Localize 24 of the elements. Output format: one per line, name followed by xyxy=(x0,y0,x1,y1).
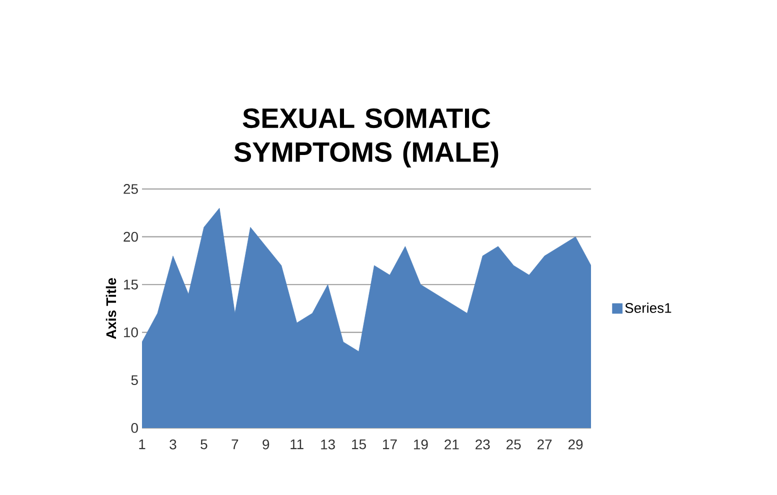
x-tick-label: 29 xyxy=(568,439,583,450)
x-tick-label: 13 xyxy=(321,439,335,450)
y-tick-label: 15 xyxy=(124,280,138,290)
chart-title: SEXUAL SOMATIC SYMPTOMS (MALE) xyxy=(234,108,498,168)
y-tick-label: 5 xyxy=(131,375,138,386)
legend-label: Series1 xyxy=(625,302,672,313)
y-tick-label: 0 xyxy=(131,423,138,433)
x-tick-label: 21 xyxy=(444,439,459,450)
x-tick-label: 9 xyxy=(262,439,270,450)
x-tick-label: 15 xyxy=(352,440,366,450)
x-tick-label: 5 xyxy=(200,440,208,450)
y-tick-label: 10 xyxy=(124,327,138,338)
y-tick-label: 20 xyxy=(124,232,138,242)
y-tick-label: 25 xyxy=(124,184,138,194)
x-tick-label: 25 xyxy=(506,439,521,450)
y-axis-title: Axis Title xyxy=(106,278,116,340)
x-tick-label: 7 xyxy=(232,440,238,450)
x-tick-label: 11 xyxy=(290,440,304,450)
x-tick-label: 17 xyxy=(383,440,397,450)
x-tick-label: 19 xyxy=(414,439,428,450)
x-tick-label: 1 xyxy=(139,440,146,450)
x-tick-label: 23 xyxy=(476,439,490,450)
x-tick-label: 27 xyxy=(538,439,552,450)
x-tick-label: 3 xyxy=(170,439,176,450)
